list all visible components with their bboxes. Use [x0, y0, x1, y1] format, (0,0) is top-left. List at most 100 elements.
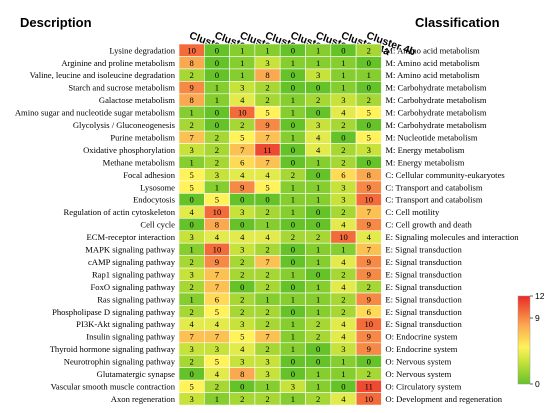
- cell-value-label: 2: [265, 269, 269, 279]
- cell-value-label: 4: [240, 170, 245, 180]
- row-label: Glutamatergic synapse: [97, 369, 176, 379]
- cell-value-label: 1: [341, 357, 345, 367]
- cell-value-label: 1: [291, 132, 295, 142]
- cell-value-label: 1: [316, 381, 320, 391]
- cell-value-label: 8: [240, 369, 244, 379]
- row-label: MAPK signaling pathway: [85, 245, 175, 255]
- cell-value-label: 2: [341, 307, 345, 317]
- cell-value-label: 2: [316, 332, 320, 342]
- row-label: Amino sugar and nucleotide sugar metabol…: [15, 108, 175, 118]
- cell-value-label: 0: [316, 170, 320, 180]
- cell-value-label: 1: [291, 332, 295, 342]
- row-label: Rap1 signaling pathway: [92, 269, 176, 279]
- cell-value-label: 0: [240, 282, 244, 292]
- cell-value-label: 1: [316, 182, 320, 192]
- cell-value-label: 5: [190, 170, 194, 180]
- row-label: Methane metabolism: [103, 157, 176, 167]
- colorbar-gradient: [517, 295, 531, 385]
- cell-value-label: 2: [265, 207, 269, 217]
- cell-value-label: 11: [365, 381, 373, 391]
- cell-value-label: 11: [263, 145, 271, 155]
- row-labels: Lysine degradation Arginine and proline m…: [15, 45, 176, 404]
- row-label: Ras signaling pathway: [97, 294, 176, 304]
- cell-value-label: 0: [291, 369, 295, 379]
- cell-value-label: 5: [215, 195, 219, 205]
- cell-value-label: 9: [367, 344, 371, 354]
- cell-value-label: 4: [190, 207, 195, 217]
- cell-value-label: 1: [190, 108, 194, 118]
- cell-value-label: 2: [190, 282, 194, 292]
- classification-label: M: Amino acid metabolism: [385, 70, 480, 80]
- cell-value-label: 0: [291, 70, 295, 80]
- classification-label: E: Signal transduction: [385, 319, 462, 329]
- cell-value-label: 0: [291, 157, 295, 167]
- cell-value-label: 10: [213, 245, 222, 255]
- cell-value-label: 1: [341, 70, 345, 80]
- cell-value-label: 10: [187, 45, 196, 55]
- cell-value-label: 1: [316, 45, 320, 55]
- cell-value-label: 2: [265, 83, 269, 93]
- classification-label: M: Carbohydrate metabolism: [385, 83, 487, 93]
- cell-value-label: 2: [367, 282, 371, 292]
- classification-label: E: Signal transduction: [385, 282, 462, 292]
- cell-value-label: 2: [265, 282, 269, 292]
- classification-label: O: Development and regeneration: [385, 394, 502, 404]
- cell-value-label: 10: [213, 207, 222, 217]
- cell-value-label: 4: [341, 394, 346, 404]
- cell-value-label: 2: [265, 319, 269, 329]
- classification-label: C: Cell growth and death: [385, 220, 472, 230]
- colorbar-tick-label: 0: [535, 379, 540, 389]
- classification-label: E: Signal transduction: [385, 307, 462, 317]
- cell-value-label: 4: [265, 170, 270, 180]
- cell-value-label: 0: [291, 245, 295, 255]
- cell-value-label: 1: [215, 95, 219, 105]
- cell-value-label: 2: [316, 394, 320, 404]
- cell-value-label: 0: [367, 357, 371, 367]
- cell-value-label: 0: [190, 195, 194, 205]
- cell-value-label: 1: [291, 207, 295, 217]
- cell-value-label: 7: [215, 282, 220, 292]
- cell-value-label: 2: [190, 257, 194, 267]
- cell-value-label: 0: [341, 381, 345, 391]
- classification-label: E: Signal transduction: [385, 245, 462, 255]
- cell-value-label: 0: [215, 120, 219, 130]
- cell-value-label: 2: [240, 394, 244, 404]
- classification-label: C: Cellular community-eukaryotes: [385, 170, 505, 180]
- cell-value-label: 0: [240, 220, 244, 230]
- cell-value-label: 1: [291, 58, 295, 68]
- cell-value-label: 1: [291, 344, 295, 354]
- cell-value-label: 1: [316, 195, 320, 205]
- cell-value-label: 0: [291, 120, 295, 130]
- cell-value-label: 6: [367, 307, 372, 317]
- cell-value-label: 3: [190, 394, 194, 404]
- cell-value-label: 1: [316, 282, 320, 292]
- cell-value-label: 3: [265, 58, 269, 68]
- cell-value-label: 2: [265, 95, 269, 105]
- cell-value-label: 8: [215, 220, 219, 230]
- cell-value-label: 9: [367, 294, 371, 304]
- cell-value-label: 9: [265, 120, 269, 130]
- cell-value-label: 0: [291, 45, 295, 55]
- row-label: cAMP signaling pathway: [88, 257, 176, 267]
- cell-value-label: 3: [240, 245, 244, 255]
- cell-value-label: 1: [190, 294, 194, 304]
- cell-value-label: 0: [291, 282, 295, 292]
- cell-value-label: 1: [316, 157, 320, 167]
- cell-value-label: 2: [190, 70, 194, 80]
- cell-value-label: 1: [190, 245, 194, 255]
- cell-value-label: 0: [316, 108, 320, 118]
- cell-value-label: 1: [341, 369, 345, 379]
- cell-value-label: 1: [291, 394, 295, 404]
- cell-value-label: 1: [316, 257, 320, 267]
- classification-label: E: Signal transduction: [385, 294, 462, 304]
- classification-label: C: Transport and catabolism: [385, 182, 482, 192]
- cell-value-label: 4: [215, 232, 220, 242]
- row-label: Arginine and proline metabolism: [61, 58, 175, 68]
- row-label: Vascular smooth muscle contraction: [51, 381, 176, 391]
- cell-value-label: 3: [190, 145, 194, 155]
- classification-header: Classification: [415, 15, 500, 30]
- row-label: ECM-receptor interaction: [86, 232, 175, 242]
- cell-value-label: 6: [240, 157, 245, 167]
- cell-value-label: 0: [291, 220, 295, 230]
